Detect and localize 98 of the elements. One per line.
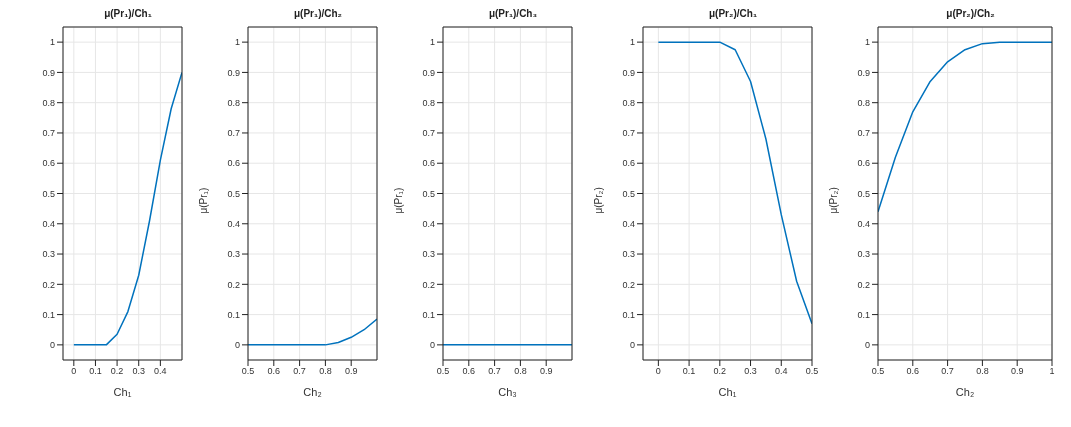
y-tick-label: 1 — [629, 37, 635, 48]
y-tick-label: 0.9 — [227, 67, 240, 78]
y-tick-label: 0.9 — [42, 67, 55, 78]
x-tick-label: 0.1 — [89, 366, 102, 377]
y-tick-label: 1 — [49, 37, 55, 48]
y-tick-label: 0.4 — [622, 218, 635, 229]
y-tick-label: 0.2 — [227, 279, 240, 290]
x-axis-title: Ch₁ — [718, 386, 737, 398]
y-tick-label: 0.7 — [42, 128, 55, 139]
line-series — [248, 318, 377, 346]
y-tick-label: 0.9 — [622, 67, 635, 78]
y-tick-label: 0.9 — [857, 67, 870, 78]
x-tick-label: 0.3 — [744, 366, 757, 377]
y-tick-label: 0.1 — [422, 309, 435, 320]
x-tick-label: 0.9 — [539, 366, 553, 377]
y-tick-label: 0.3 — [857, 249, 870, 260]
y-tick-label: 1 — [234, 37, 240, 48]
x-tick-label: 0.2 — [713, 366, 727, 377]
chart-title: μ(Pr₁)/Ch₁ — [103, 8, 153, 21]
x-tick-label: 0.4 — [775, 366, 788, 377]
line-series — [657, 41, 812, 325]
y-tick-label: 0.5 — [857, 188, 870, 199]
x-tick-label: 0 — [71, 366, 77, 377]
y-tick-label: 0.3 — [227, 249, 240, 260]
y-tick-label: 0.8 — [857, 97, 870, 108]
y-tick-label: 0.1 — [42, 309, 55, 320]
x-tick-label: 0.2 — [110, 366, 124, 377]
x-tick-label: 0.1 — [682, 366, 696, 377]
y-tick-label: 0 — [629, 340, 635, 351]
y-tick-label: 0.6 — [857, 158, 870, 169]
y-tick-label: 0.8 — [422, 97, 435, 108]
x-tick-label: 0.8 — [976, 366, 989, 377]
y-tick-label: 0.5 — [622, 188, 635, 199]
y-tick-label: 0.8 — [227, 97, 240, 108]
y-tick-label: 0.6 — [622, 158, 635, 169]
x-tick-label: 0.4 — [154, 366, 167, 377]
x-tick-label: 0.3 — [132, 366, 145, 377]
x-tick-label: 0.8 — [514, 366, 527, 377]
y-tick-label: 0.1 — [857, 309, 870, 320]
y-tick-label: 1 — [429, 37, 435, 48]
y-tick-label: 0.5 — [422, 188, 435, 199]
y-tick-label: 0.4 — [857, 218, 870, 229]
y-tick-label: 0.3 — [42, 249, 55, 260]
x-axis-title: Ch₂ — [303, 386, 322, 398]
y-tick-label: 0.6 — [422, 158, 435, 169]
x-axis-title: Ch₃ — [498, 386, 517, 398]
x-tick-label: 0.8 — [319, 366, 332, 377]
y-tick-label: 0.7 — [422, 128, 435, 139]
y-tick-label: 0.5 — [227, 188, 240, 199]
y-tick-label: 0.9 — [422, 67, 435, 78]
y-tick-label: 0.6 — [227, 158, 240, 169]
y-tick-label: 0 — [429, 340, 435, 351]
y-tick-label: 0.4 — [42, 218, 55, 229]
y-tick-label: 0.3 — [622, 249, 635, 260]
x-axis-title: Ch₁ — [113, 386, 132, 398]
x-tick-label: 0.7 — [293, 366, 306, 377]
x-tick-label: 0.9 — [1010, 366, 1024, 377]
y-tick-label: 0 — [49, 340, 55, 351]
x-tick-label: 0.6 — [906, 366, 920, 377]
y-tick-label: 0.8 — [42, 97, 55, 108]
chart-title: μ(Pr₁)/Ch₃ — [487, 8, 539, 21]
x-tick-label: 1 — [1049, 366, 1055, 377]
y-tick-label: 0.2 — [42, 279, 55, 290]
x-tick-label: 0.7 — [941, 366, 954, 377]
y-tick-label: 0 — [234, 340, 240, 351]
y-tick-label: 0.2 — [622, 279, 635, 290]
x-tick-label: 0.5 — [241, 366, 255, 377]
y-tick-label: 0.5 — [42, 188, 55, 199]
y-tick-label: 0.3 — [422, 249, 435, 260]
y-tick-label: 0.8 — [622, 97, 635, 108]
y-tick-label: 0 — [864, 340, 870, 351]
x-tick-label: 0.6 — [267, 366, 281, 377]
y-tick-label: 0.2 — [857, 279, 870, 290]
x-axis-title: Ch₂ — [955, 386, 975, 398]
y-tick-label: 1 — [864, 37, 870, 48]
y-axis-title: μ(Pr₁) — [197, 187, 209, 214]
y-axis-title: μ(Pr₂) — [592, 187, 604, 214]
y-tick-label: 0.2 — [422, 279, 435, 290]
x-tick-label: 0.5 — [436, 366, 450, 377]
y-tick-label: 0.4 — [422, 218, 435, 229]
y-axis-title: μ(Pr₁) — [392, 187, 404, 214]
x-tick-label: 0.6 — [462, 366, 476, 377]
x-tick-label: 0.7 — [488, 366, 501, 377]
y-axis-title: μ(Pr₂) — [827, 187, 839, 214]
y-tick-label: 0.7 — [622, 128, 635, 139]
y-tick-label: 0.1 — [622, 309, 635, 320]
chart-title: μ(Pr₂)/Ch₁ — [708, 8, 758, 21]
chart-title: μ(Pr₂)/Ch₂ — [945, 8, 996, 21]
y-tick-label: 0.6 — [42, 158, 55, 169]
y-tick-label: 0.1 — [227, 309, 240, 320]
x-tick-label: 0.9 — [344, 366, 358, 377]
y-tick-label: 0.7 — [857, 128, 870, 139]
x-tick-label: 0.5 — [871, 366, 885, 377]
y-tick-label: 0.7 — [227, 128, 240, 139]
x-tick-label: 0 — [655, 366, 661, 377]
y-tick-label: 0.4 — [227, 218, 240, 229]
x-tick-label: 0.5 — [805, 366, 819, 377]
chart-title: μ(Pr₁)/Ch₂ — [293, 8, 343, 21]
